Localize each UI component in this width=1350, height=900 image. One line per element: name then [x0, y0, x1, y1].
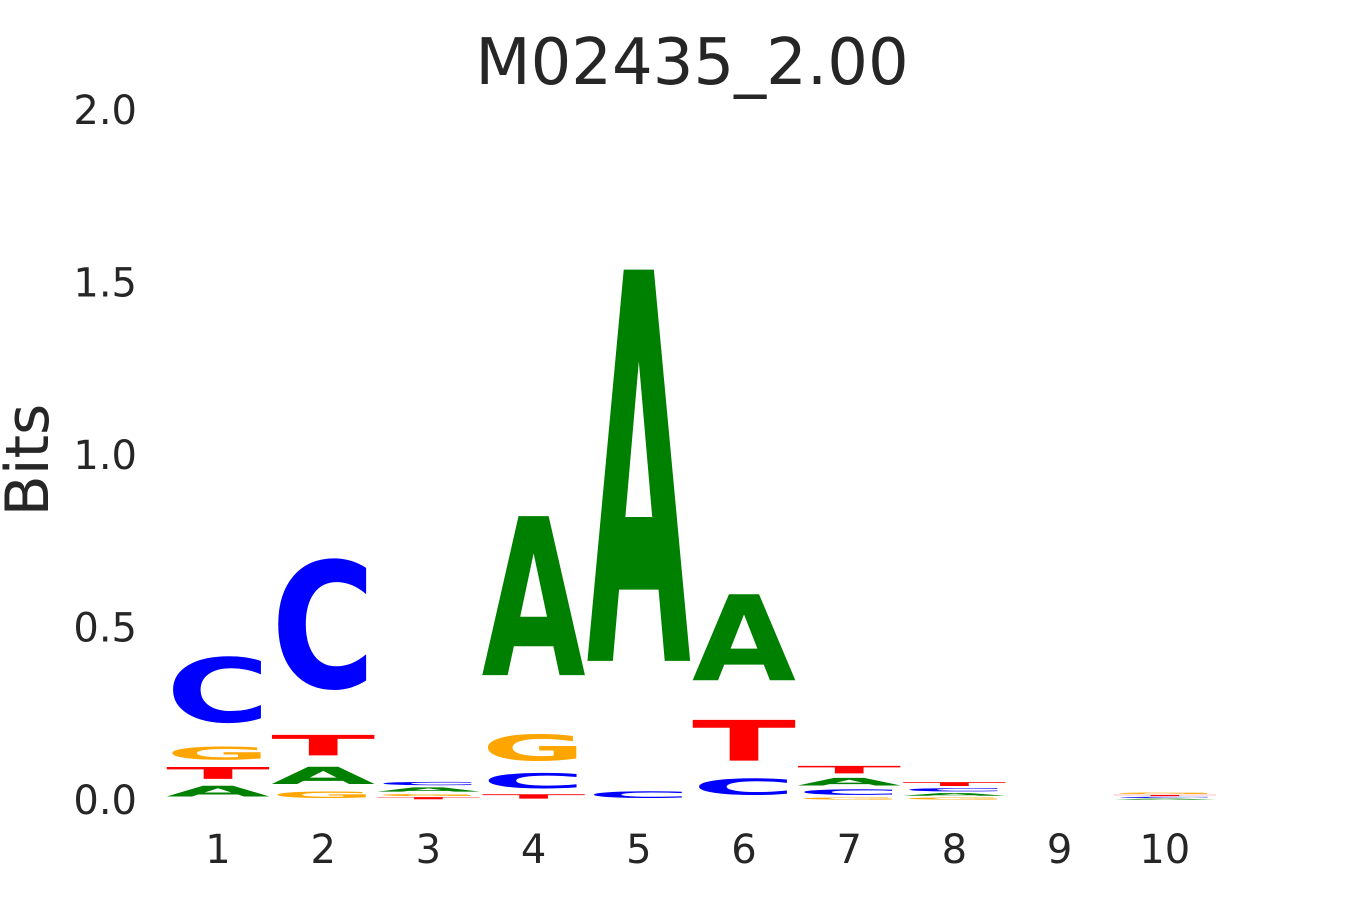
- logo-letter-a: A: [692, 571, 796, 708]
- y-tick-label: 1.5: [73, 261, 137, 307]
- logo-letter-t: T: [271, 729, 375, 762]
- x-tick-label: 5: [626, 827, 651, 873]
- x-tick-label: 3: [416, 827, 441, 873]
- x-tick-label: 7: [836, 827, 861, 873]
- x-tick-label: 1: [205, 827, 230, 873]
- x-tick-label: 8: [942, 827, 967, 873]
- logo-letter-g: G: [482, 728, 586, 769]
- logo-letter-g: G: [376, 793, 480, 796]
- chart-title: M02435_2.00: [475, 26, 908, 100]
- logo-letter-t: T: [1113, 795, 1217, 797]
- logo-letter-g: G: [166, 743, 270, 764]
- logo-letter-c: C: [692, 774, 796, 800]
- logo-letter-a: A: [902, 792, 1007, 796]
- x-tick-label: 2: [310, 827, 335, 873]
- logo-letter-t: T: [376, 797, 480, 800]
- logo-letter-c: C: [482, 769, 586, 793]
- logo-letter-t: T: [797, 764, 901, 776]
- logo-letter-t: T: [902, 781, 1006, 787]
- logo-letter-g: G: [797, 797, 901, 800]
- logo-letter-c: C: [271, 527, 375, 729]
- logo-letter-t: T: [166, 764, 270, 783]
- logo-letter-c: C: [587, 790, 691, 800]
- y-tick-label: 0.0: [73, 778, 137, 824]
- logo-letter-a: A: [166, 783, 270, 800]
- y-axis-ticks: 0.0 0.5 1.0 1.5 2.0: [73, 88, 137, 824]
- logo-letter-a: A: [482, 473, 586, 727]
- logo-letter-g: G: [271, 790, 375, 800]
- logo-letter-a: A: [271, 762, 375, 790]
- logo-letter-a: A: [587, 164, 692, 788]
- logo-letter-a: A: [376, 786, 481, 793]
- logo-letter-t: T: [692, 709, 796, 774]
- logo-letter-g: G: [902, 797, 1006, 800]
- x-tick-label: 9: [1047, 827, 1072, 873]
- logo-letter-t: T: [482, 793, 586, 800]
- logo-letter-a: A: [797, 776, 901, 788]
- logo-letter-c: C: [376, 781, 480, 786]
- logo-letter-a: A: [1113, 798, 1218, 800]
- y-tick-label: 2.0: [73, 88, 137, 134]
- x-tick-label: 6: [731, 827, 756, 873]
- y-axis-label: Bits: [0, 404, 63, 517]
- y-tick-label: 1.0: [73, 433, 137, 479]
- x-tick-label: 4: [521, 827, 546, 873]
- logo-letter-c: C: [1113, 797, 1217, 799]
- x-tick-label: 10: [1139, 827, 1190, 873]
- logo-letter-c: C: [797, 788, 901, 797]
- x-axis-ticks: 1 2 3 4 5 6 7 8 9 10: [205, 827, 1190, 873]
- logo-letter-c: C: [166, 639, 270, 742]
- logo-letter-g: G: [1113, 792, 1217, 794]
- logo-letter-c: C: [902, 787, 1006, 792]
- y-tick-label: 0.5: [73, 606, 137, 652]
